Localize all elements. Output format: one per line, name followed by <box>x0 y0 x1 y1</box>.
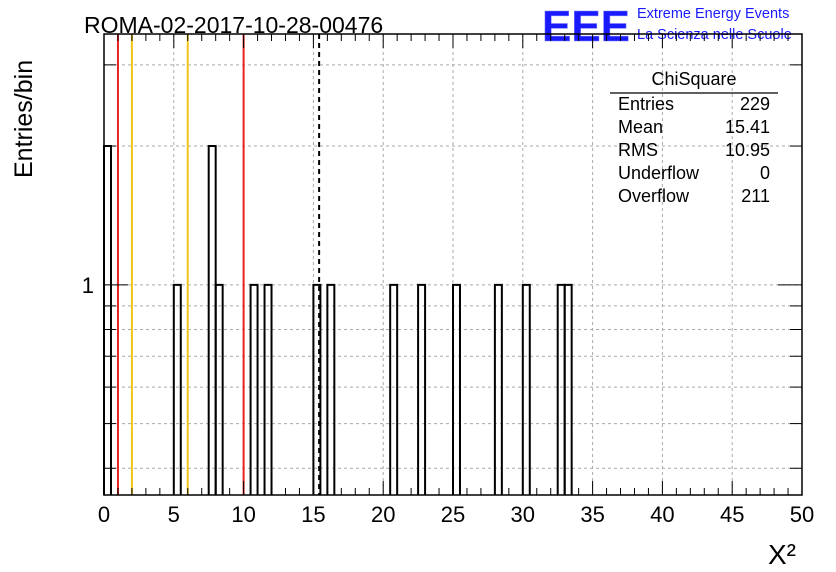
stats-title: ChiSquare <box>651 69 736 89</box>
histogram-bar <box>493 283 503 495</box>
histogram-bar <box>521 283 531 495</box>
histogram-bar <box>389 283 399 495</box>
logo-line-1: Extreme Energy Events <box>637 6 789 22</box>
x-tick-label: 15 <box>301 502 325 527</box>
histogram-bar <box>452 283 461 495</box>
histogram-bar <box>172 283 182 495</box>
stats-box: ChiSquare Entries 229 Mean 15.41 RMS 10.95 Und… <box>610 69 778 206</box>
plot-frame <box>103 33 803 496</box>
x-tick-label: 0 <box>98 502 110 527</box>
x-tick-label: 35 <box>580 502 604 527</box>
y-tick-label: 1 <box>82 273 94 298</box>
x-tick-label: 50 <box>790 502 814 527</box>
histogram-bar <box>556 283 566 495</box>
logo-mark: EEE <box>542 2 630 51</box>
stats-value: 10.95 <box>725 140 770 160</box>
x-tick-label: 45 <box>720 502 744 527</box>
stats-value: 229 <box>740 94 770 114</box>
histogram-bar <box>417 283 427 495</box>
axes: 0 5 10 15 20 25 30 35 40 45 50 1 <box>82 33 814 527</box>
y-axis-label: Entries/bin <box>10 60 38 178</box>
histogram-bar <box>103 145 112 495</box>
eee-logo: EEE Extreme Energy Events La Scienza nel… <box>542 2 792 52</box>
x-tick-label: 20 <box>371 502 395 527</box>
stats-value: 15.41 <box>725 117 770 137</box>
stats-label: Underflow <box>618 163 700 183</box>
reference-lines <box>116 34 321 495</box>
histogram-bar <box>207 145 217 495</box>
x-tick-label: 40 <box>650 502 674 527</box>
histogram-bar <box>214 283 224 495</box>
x-tick-label: 10 <box>231 502 255 527</box>
histogram-bars <box>103 145 573 495</box>
histogram-bar <box>563 283 573 495</box>
x-tick-label: 25 <box>441 502 465 527</box>
stats-label: Overflow <box>618 186 690 206</box>
stats-label: Mean <box>618 117 663 137</box>
histogram-bar <box>312 283 322 495</box>
histogram-bar <box>263 283 273 495</box>
histogram-bar <box>326 283 336 495</box>
stats-value: 0 <box>760 163 770 183</box>
stats-label: RMS <box>618 140 658 160</box>
stats-label: Entries <box>618 94 674 114</box>
stats-value: 211 <box>741 186 770 206</box>
x-tick-label: 30 <box>511 502 535 527</box>
x-tick-label: 5 <box>168 502 180 527</box>
logo-line-2: La Scienza nelle Scuole <box>637 27 792 43</box>
x-axis-label: X² <box>768 539 796 570</box>
histogram-bar <box>249 283 259 495</box>
